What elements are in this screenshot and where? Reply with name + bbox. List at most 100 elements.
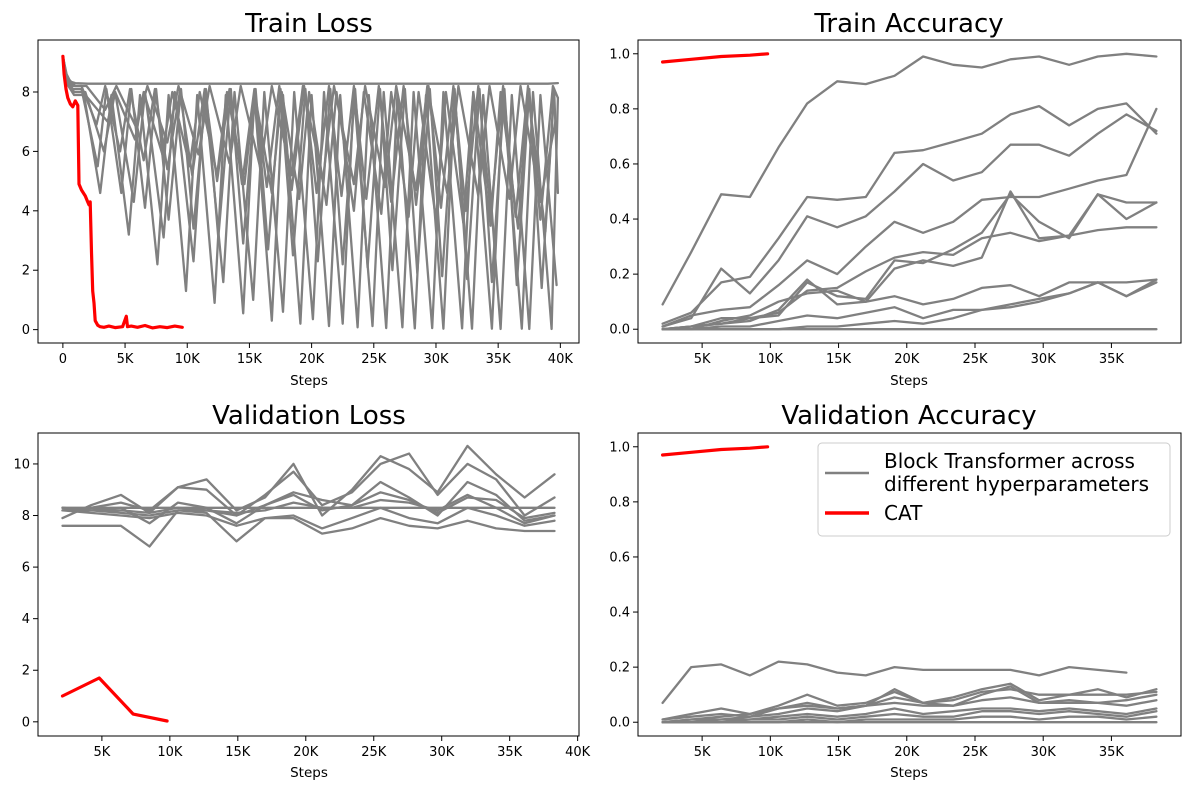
validation-accuracy-title: Validation Accuracy bbox=[781, 401, 1036, 431]
legend-block-label-line2: different hyperparameters bbox=[884, 472, 1149, 496]
validation-loss-ytick-label: 4 bbox=[22, 612, 30, 627]
validation-accuracy-cat-line bbox=[660, 445, 770, 457]
validation-loss-block-transformer-line-2 bbox=[61, 452, 556, 517]
validation-accuracy-ytick-label: 0.4 bbox=[609, 606, 630, 621]
train-accuracy-title: Train Accuracy bbox=[813, 9, 1003, 39]
validation-accuracy-panel: Validation Accuracy 5K 10K 15K 20K 25K 30K 35K… bbox=[609, 401, 1182, 781]
train-accuracy-ytick-label: 0.6 bbox=[609, 157, 630, 172]
train-accuracy-ytick-label: 0.8 bbox=[609, 102, 630, 117]
train-accuracy-block-transformer-line-1 bbox=[661, 107, 1158, 328]
train-accuracy-plot-area: 5K 10K 15K 20K 25K 30K 35K 0.0 0.2 0.4 0.6 0.8 1.0 bbox=[609, 47, 1158, 367]
train-loss-plot-area: 0 5K 10K 15K 20K 25K 30K 35K 40K 0 2 4 6 8 bbox=[22, 54, 574, 367]
train-loss-xtick-label: 0 bbox=[59, 352, 67, 367]
train-loss-cat-line bbox=[61, 54, 184, 330]
validation-accuracy-xtick-label: 5K bbox=[694, 745, 711, 760]
validation-loss-xtick-label: 10K bbox=[157, 745, 183, 760]
train-accuracy-cat-line bbox=[660, 52, 770, 64]
validation-loss-xtick-label: 15K bbox=[225, 745, 251, 760]
legend-block-label-line1: Block Transformer across bbox=[884, 449, 1135, 473]
train-accuracy-xtick-label: 25K bbox=[962, 352, 988, 367]
train-loss-xtick-label: 40K bbox=[548, 352, 574, 367]
validation-loss-xtick-label: 40K bbox=[565, 745, 591, 760]
validation-loss-xtick-label: 25K bbox=[361, 745, 387, 760]
train-loss-ytick-label: 0 bbox=[22, 323, 30, 338]
train-accuracy-block-transformer-line-6 bbox=[661, 193, 1158, 331]
train-loss-xtick-label: 25K bbox=[361, 352, 387, 367]
train-loss-xtick-label: 30K bbox=[423, 352, 449, 367]
validation-accuracy-block-transformer-line-0 bbox=[661, 660, 1128, 705]
train-accuracy-xtick-label: 30K bbox=[1031, 352, 1057, 367]
train-accuracy-xtick-label: 10K bbox=[758, 352, 784, 367]
validation-loss-ytick-label: 8 bbox=[22, 509, 30, 524]
validation-accuracy-xtick-label: 10K bbox=[758, 745, 784, 760]
validation-loss-ytick-label: 10 bbox=[13, 457, 30, 472]
validation-accuracy-xlabel: Steps bbox=[890, 765, 928, 781]
train-loss-axes-frame bbox=[37, 39, 580, 344]
validation-accuracy-ytick-label: 0.8 bbox=[609, 495, 630, 510]
validation-loss-xtick-label: 35K bbox=[497, 745, 523, 760]
validation-loss-xtick-label: 30K bbox=[429, 745, 455, 760]
train-accuracy-xtick-label: 20K bbox=[894, 352, 920, 367]
train-loss-block-transformer-line-5 bbox=[61, 55, 558, 331]
validation-accuracy-ytick-label: 0.0 bbox=[609, 716, 630, 731]
validation-accuracy-ytick-label: 1.0 bbox=[609, 440, 630, 455]
validation-accuracy-xtick-label: 20K bbox=[894, 745, 920, 760]
validation-loss-xtick-label: 5K bbox=[93, 745, 110, 760]
train-loss-xtick-label: 10K bbox=[175, 352, 201, 367]
validation-loss-ytick-label: 0 bbox=[22, 715, 30, 730]
validation-accuracy-ytick-label: 0.6 bbox=[609, 550, 630, 565]
train-loss-block-transformer-line-0 bbox=[61, 55, 560, 85]
train-accuracy-xlabel: Steps bbox=[890, 373, 928, 389]
train-loss-block-transformer-line-2 bbox=[61, 55, 560, 290]
validation-accuracy-plot-area: 5K 10K 15K 20K 25K 30K 35K 0.0 0.2 0.4 0.6 0.8 1.0 bbox=[609, 440, 1158, 760]
train-loss-xlabel: Steps bbox=[290, 373, 328, 389]
train-accuracy-xtick-label: 35K bbox=[1099, 352, 1125, 367]
train-accuracy-block-transformer-line-7 bbox=[661, 278, 1158, 331]
train-accuracy-xtick-label: 15K bbox=[826, 352, 852, 367]
validation-loss-cat-line bbox=[60, 676, 169, 723]
train-accuracy-block-transformer-line-5 bbox=[661, 190, 1158, 331]
validation-loss-title: Validation Loss bbox=[212, 401, 406, 431]
train-accuracy-ytick-label: 0.2 bbox=[609, 268, 630, 283]
validation-loss-block-transformer-line-3 bbox=[61, 480, 556, 525]
legend: Block Transformer across different hyper… bbox=[817, 442, 1171, 537]
train-accuracy-panel: Train Accuracy 5K 10K 15K 20K 25K 30K 35K 0.0 0.… bbox=[609, 9, 1182, 389]
train-loss-ytick-label: 4 bbox=[22, 204, 30, 219]
train-loss-ytick-label: 8 bbox=[22, 85, 30, 100]
validation-loss-axes-frame bbox=[37, 432, 580, 737]
train-accuracy-ytick-label: 0.0 bbox=[609, 323, 630, 338]
validation-accuracy-block-transformer-line-6 bbox=[661, 710, 1158, 724]
train-loss-panel: Train Loss 0 5K 10K 15K 20K 25K 30K 35K 40K 0 2 4 6 8… bbox=[22, 9, 580, 389]
train-loss-block-transformer-line-4 bbox=[61, 55, 560, 331]
validation-accuracy-block-transformer-line-4 bbox=[661, 696, 1158, 724]
train-loss-block-transformer-line-1 bbox=[61, 55, 560, 221]
train-accuracy-ytick-label: 0.4 bbox=[609, 213, 630, 228]
legend-box bbox=[817, 442, 1171, 537]
validation-accuracy-ytick-label: 0.2 bbox=[609, 661, 630, 676]
train-loss-xtick-label: 35K bbox=[486, 352, 512, 367]
train-loss-ytick-label: 6 bbox=[22, 145, 30, 160]
validation-loss-ytick-label: 2 bbox=[22, 664, 30, 679]
validation-loss-xtick-label: 20K bbox=[293, 745, 319, 760]
train-loss-block-transformer-line-6 bbox=[61, 55, 557, 204]
validation-accuracy-block-transformer-line-3 bbox=[661, 685, 1158, 724]
validation-loss-block-transformer-line-6 bbox=[61, 506, 556, 530]
validation-accuracy-xtick-label: 25K bbox=[962, 745, 988, 760]
train-loss-xtick-label: 20K bbox=[299, 352, 325, 367]
legend-cat-label: CAT bbox=[884, 501, 923, 525]
validation-loss-block-transformer-line-5 bbox=[61, 493, 556, 525]
train-accuracy-ytick-label: 1.0 bbox=[609, 47, 630, 62]
train-accuracy-block-transformer-line-0 bbox=[661, 52, 1158, 306]
validation-loss-plot-area: 5K 10K 15K 20K 25K 30K 35K 40K 0 2 4 6 8 10 bbox=[13, 444, 591, 760]
validation-loss-ytick-label: 6 bbox=[22, 561, 30, 576]
validation-accuracy-xtick-label: 15K bbox=[826, 745, 852, 760]
validation-accuracy-axes-frame bbox=[637, 432, 1182, 737]
validation-loss-xlabel: Steps bbox=[290, 765, 328, 781]
train-accuracy-block-transformer-line-3 bbox=[661, 113, 1158, 328]
train-loss-xtick-label: 15K bbox=[237, 352, 263, 367]
train-accuracy-block-transformer-line-2 bbox=[661, 102, 1158, 325]
validation-accuracy-xtick-label: 30K bbox=[1031, 745, 1057, 760]
train-loss-ytick-label: 2 bbox=[22, 264, 30, 279]
train-loss-xtick-label: 5K bbox=[117, 352, 134, 367]
